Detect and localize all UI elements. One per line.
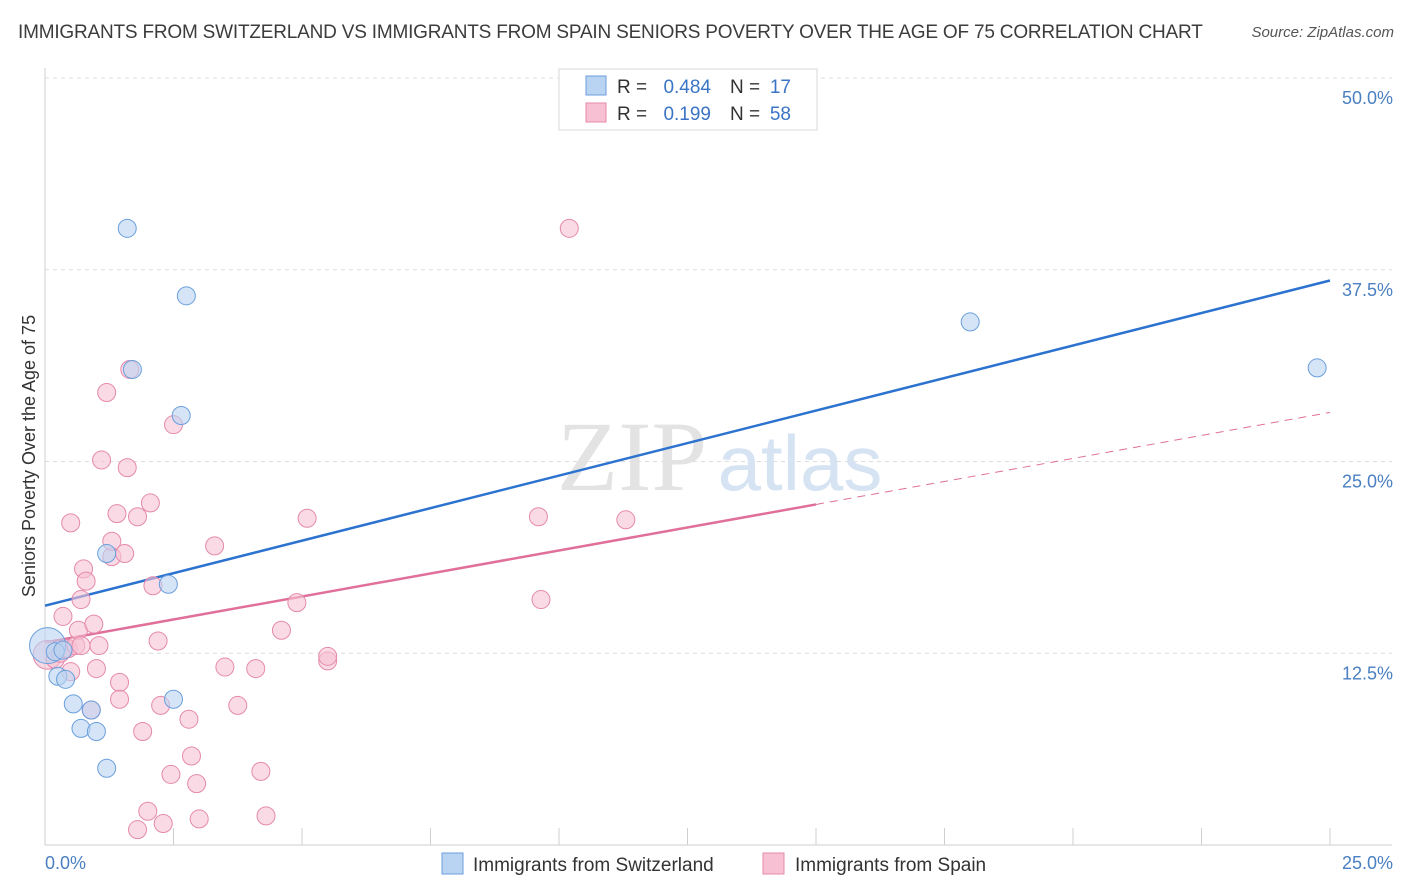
data-point-pink xyxy=(153,814,173,834)
data-point-pink xyxy=(117,458,137,478)
axes xyxy=(44,68,1392,846)
data-point-pink xyxy=(61,513,81,533)
data-point-pink xyxy=(297,508,317,528)
data-point-pink xyxy=(531,590,551,610)
data-point-pink xyxy=(107,504,127,524)
legend-swatch-pink xyxy=(585,102,607,123)
data-point-blue xyxy=(97,758,117,778)
data-point-blue xyxy=(960,312,980,332)
data-point-blue xyxy=(1307,358,1327,378)
data-point-blue xyxy=(63,694,83,714)
data-point-pink xyxy=(71,590,91,610)
data-point-blue xyxy=(56,669,76,689)
data-point-pink xyxy=(161,764,181,784)
y-tick-label: 37.5% xyxy=(1342,280,1393,300)
data-point-pink xyxy=(92,450,112,470)
data-point-pink xyxy=(140,493,160,513)
data-point-pink xyxy=(246,659,266,679)
legend-r-label-1: R = xyxy=(617,77,647,98)
data-point-pink xyxy=(97,382,117,402)
data-point-pink xyxy=(128,507,148,527)
bottom-legend: Immigrants from Switzerland Immigrants f… xyxy=(441,852,986,876)
data-point-blue xyxy=(81,700,101,720)
data-point-blue xyxy=(53,640,73,660)
data-point-pink xyxy=(187,774,207,794)
legend-r-value-2: 0.199 xyxy=(663,104,711,125)
data-point-pink xyxy=(133,721,153,741)
gridlines xyxy=(45,77,1392,654)
data-point-pink xyxy=(76,571,96,591)
trend-line-pink xyxy=(44,503,817,644)
x-tick-label-max: 25.0% xyxy=(1342,853,1393,873)
data-point-pink xyxy=(110,672,130,692)
trend-line-blue xyxy=(44,279,1331,607)
data-point-pink xyxy=(318,646,338,666)
data-point-pink xyxy=(71,636,91,656)
data-point-blue xyxy=(117,218,137,238)
data-point-pink xyxy=(138,801,158,821)
watermark: ZIP atlas xyxy=(557,401,882,512)
data-point-blue xyxy=(164,689,183,709)
data-point-pink xyxy=(215,657,235,677)
data-point-blue xyxy=(122,359,142,379)
data-points xyxy=(29,218,1327,840)
data-point-pink xyxy=(115,544,135,564)
data-point-pink xyxy=(179,709,199,729)
data-point-pink xyxy=(128,820,148,840)
data-point-pink xyxy=(205,536,225,556)
data-point-pink xyxy=(251,761,271,781)
legend-r-label-2: R = xyxy=(617,104,647,125)
bottom-legend-label-spain: Immigrants from Spain xyxy=(795,855,986,876)
legend-n-value-2: 58 xyxy=(770,104,791,125)
y-axis-label: Seniors Poverty Over the Age of 75 xyxy=(19,315,39,597)
data-point-pink xyxy=(616,510,636,530)
trend-lines xyxy=(44,279,1331,644)
data-point-blue xyxy=(71,718,91,738)
data-point-pink xyxy=(181,746,201,766)
data-point-pink xyxy=(53,606,73,626)
data-point-blue xyxy=(171,405,191,425)
source-credit: Source: ZipAtlas.com xyxy=(1251,24,1394,41)
y-tick-label: 25.0% xyxy=(1342,472,1393,492)
legend-swatch-blue xyxy=(585,75,607,96)
data-point-blue xyxy=(97,544,117,564)
data-point-pink xyxy=(110,689,130,709)
data-point-pink xyxy=(84,614,104,634)
watermark-atlas: atlas xyxy=(718,419,883,507)
data-point-pink xyxy=(148,631,168,651)
legend-n-label-1: N = xyxy=(730,77,760,98)
x-tick-label-min: 0.0% xyxy=(45,853,86,873)
data-point-pink xyxy=(271,620,291,640)
data-point-blue xyxy=(86,721,106,741)
legend-r-value-1: 0.484 xyxy=(663,77,711,98)
data-point-pink xyxy=(256,806,276,826)
data-point-pink xyxy=(228,695,248,715)
chart-title: IMMIGRANTS FROM SWITZERLAND VS IMMIGRANT… xyxy=(18,22,1203,43)
legend-n-label-2: N = xyxy=(730,104,760,125)
data-point-pink xyxy=(89,636,109,656)
data-point-blue xyxy=(158,574,178,594)
y-tick-label: 50.0% xyxy=(1342,88,1393,108)
data-point-pink xyxy=(287,593,307,613)
bottom-legend-swatch-pink xyxy=(762,852,785,875)
data-point-pink xyxy=(559,218,579,238)
trend-line-pink-extension xyxy=(815,411,1331,505)
data-point-pink xyxy=(528,507,548,527)
top-legend: R = 0.484 N = 17 R = 0.199 N = 58 xyxy=(558,68,818,131)
y-tick-labels: 12.5% 25.0% 37.5% 50.0% xyxy=(1342,88,1393,683)
bottom-legend-swatch-blue xyxy=(441,852,464,875)
data-point-blue xyxy=(176,286,196,306)
legend-n-value-1: 17 xyxy=(770,77,791,98)
x-tick-labels: 0.0% 25.0% xyxy=(45,853,1393,873)
data-point-pink xyxy=(189,809,209,829)
data-point-pink xyxy=(86,659,106,679)
y-tick-label: 12.5% xyxy=(1342,663,1393,683)
bottom-legend-label-switzerland: Immigrants from Switzerland xyxy=(473,855,714,876)
